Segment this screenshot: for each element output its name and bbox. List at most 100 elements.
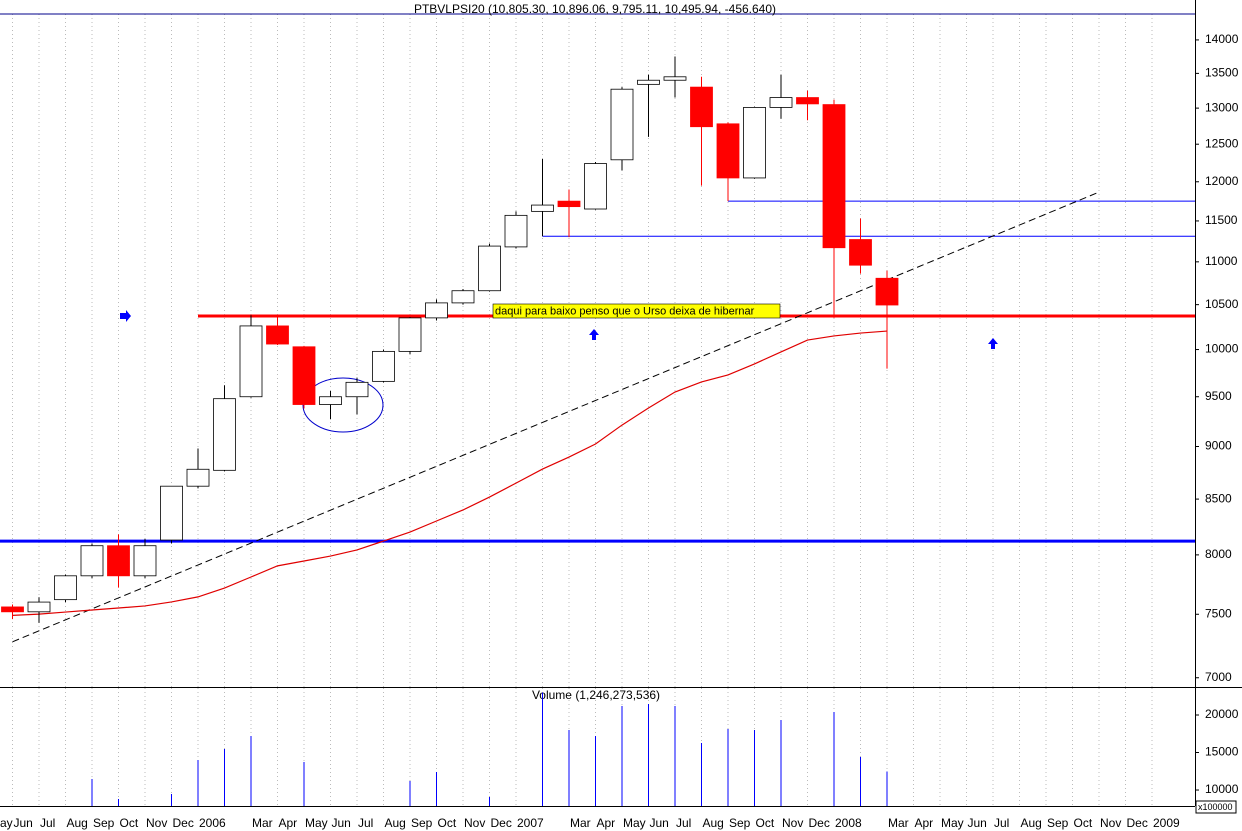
x-tick-label: Aug (1021, 816, 1042, 830)
x-tick-label: Jun (332, 816, 351, 830)
arrow-right (120, 310, 131, 322)
scale-label-box (1195, 800, 1237, 814)
arrow-up (988, 338, 998, 349)
y-tick-label: 20000 (1205, 707, 1239, 721)
x-tick-label: Jun (968, 816, 987, 830)
x-tick-label: Dec (809, 816, 830, 830)
candle-body (54, 575, 77, 601)
candle-body (504, 214, 528, 248)
x-tick-label: Dec (491, 816, 512, 830)
y-tick-label: 12000 (1205, 174, 1239, 188)
candle-body (266, 325, 289, 345)
candle-body (425, 302, 448, 319)
y-tick-label: 10000 (1205, 782, 1239, 796)
y-tick-label: 13000 (1205, 100, 1239, 114)
trendline (12, 191, 1100, 643)
y-tick-label: 11500 (1205, 213, 1238, 227)
annotation-box (492, 303, 781, 319)
annotation: daqui para baixo penso que o Urso deixa … (495, 305, 755, 317)
y-tick-label: 9000 (1205, 439, 1232, 453)
candle-body (822, 104, 846, 249)
candle-body (796, 97, 819, 105)
candle-body (557, 200, 581, 208)
x-tick-label: Jun (650, 816, 669, 830)
candle-body (663, 76, 687, 81)
candle-body (1, 606, 24, 613)
x-tick-label: Aug (67, 816, 88, 830)
candle-body (610, 88, 634, 161)
moving-average (12, 330, 888, 616)
candle-body (213, 398, 236, 471)
x-tick-label: Oct (1074, 816, 1093, 830)
x-tick-label: Nov (146, 816, 167, 830)
candle-body (398, 317, 422, 352)
y-tick-label: 8500 (1205, 491, 1232, 505)
x-tick-label: Sep (411, 816, 433, 830)
y-tick-label: 14000 (1205, 32, 1239, 46)
grid (12, 14, 1153, 806)
scale-label: x100000 (1198, 802, 1233, 812)
x-tick-label: Dec (173, 816, 194, 830)
volume-title: Volume (1,246,273,536) (532, 688, 660, 702)
x-tick-label: 2006 (199, 816, 226, 830)
y-tick-label: 7000 (1205, 670, 1232, 684)
candle-body (451, 290, 475, 304)
candle-body (690, 86, 713, 128)
x-tick-label: Sep (93, 816, 115, 830)
x-tick-label: ay (0, 816, 13, 830)
x-tick-label: 2008 (835, 816, 862, 830)
y-tick-label: 10000 (1205, 342, 1239, 356)
x-tick-label: Jul (676, 816, 691, 830)
x-tick-label: Nov (464, 816, 485, 830)
candle-body (637, 79, 660, 85)
x-tick-label: Aug (385, 816, 406, 830)
candle-body (716, 123, 740, 179)
candle-body (27, 601, 51, 613)
x-tick-label: Mar (252, 816, 273, 830)
y-tick-label: 12500 (1205, 136, 1239, 150)
x-tick-label: May (623, 816, 646, 830)
y-tick-label: 11000 (1205, 254, 1238, 268)
x-tick-label: May (941, 816, 964, 830)
y-tick-label: 7500 (1205, 606, 1232, 620)
x-tick-label: Sep (1047, 816, 1069, 830)
x-tick-label: Aug (703, 816, 724, 830)
candle-body (292, 346, 316, 405)
candle-body (478, 245, 501, 292)
highlight-ellipse (302, 377, 384, 433)
x-tick-label: Jun (14, 816, 33, 830)
y-tick-label: 9500 (1205, 389, 1232, 403)
candle-body (239, 325, 263, 398)
x-tick-label: Apr (915, 816, 934, 830)
x-tick-label: Jul (358, 816, 373, 830)
x-tick-label: Mar (570, 816, 591, 830)
marks: ay Jun Jul Aug Sep Oct Nov Dec 2006 Mar Apr May Jun J… (0, 32, 1239, 830)
x-tick-label: Apr (597, 816, 616, 830)
x-tick-label: Dec (1127, 816, 1148, 830)
candle-body (160, 485, 183, 541)
candle-body (875, 277, 899, 306)
candle-body (345, 381, 369, 398)
x-tick-label: Nov (782, 816, 803, 830)
candle-body (531, 204, 554, 212)
candle-body (133, 545, 157, 577)
chart-title: PTBVLPSI20 (10,805.30, 10,896.06, 9,795.… (414, 2, 776, 16)
x-tick-label: Mar (888, 816, 909, 830)
x-tick-label: Apr (279, 816, 298, 830)
candle-body (743, 107, 766, 179)
x-tick-label: Jul (40, 816, 55, 830)
candle-body (186, 468, 210, 487)
x-tick-label: Nov (1100, 816, 1121, 830)
x-tick-label: 2009 (1153, 816, 1180, 830)
y-tick-label: 15000 (1205, 745, 1239, 759)
candle-body (107, 545, 130, 577)
y-tick-label: 10500 (1205, 297, 1239, 311)
y-tick-label: 8000 (1205, 547, 1232, 561)
candle-body (319, 396, 342, 405)
x-tick-label: Sep (729, 816, 751, 830)
x-tick-label: May (305, 816, 328, 830)
x-tick-label: Oct (438, 816, 457, 830)
candle-body (584, 163, 607, 210)
candle-body (80, 545, 104, 577)
